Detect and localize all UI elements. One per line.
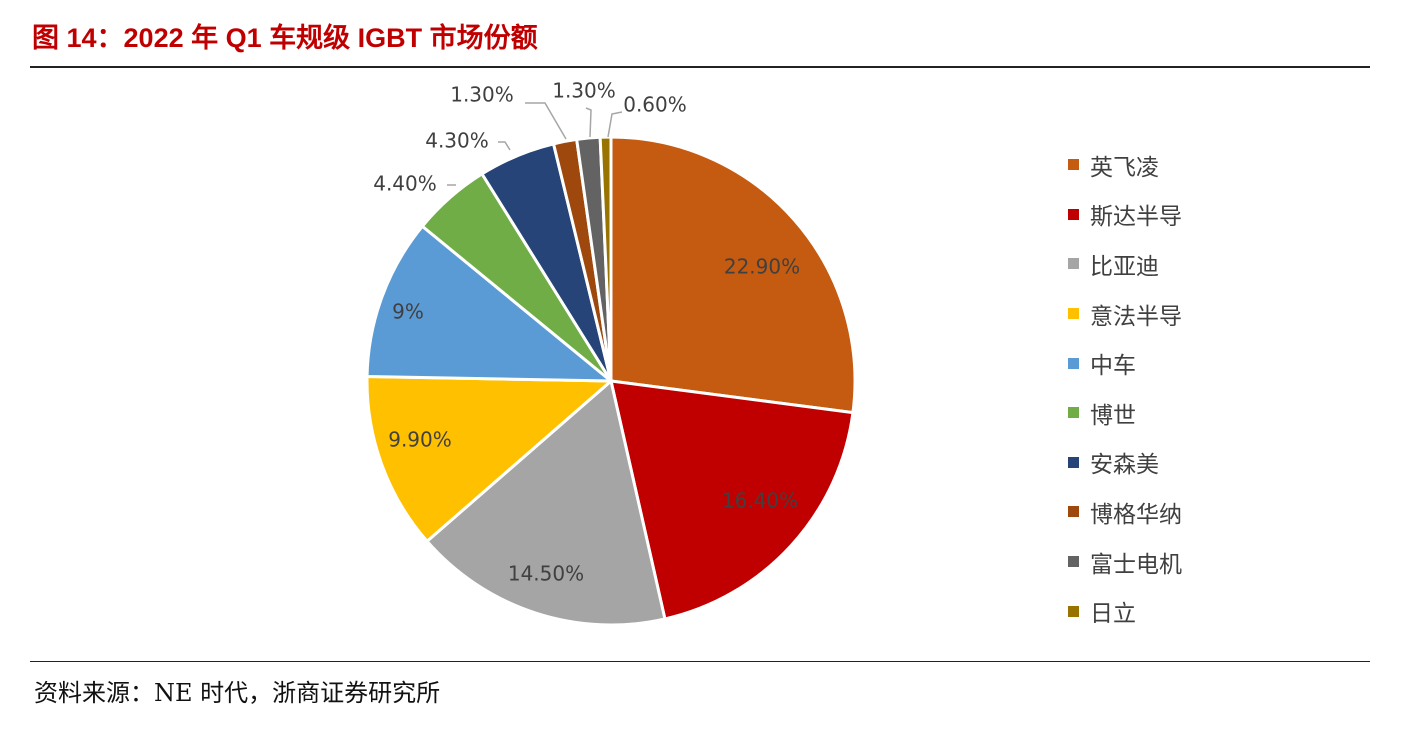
legend-label: 意法半导 xyxy=(1090,303,1182,330)
legend-label: 博格华纳 xyxy=(1090,501,1182,528)
pie-slice-4 xyxy=(365,374,613,543)
legend-item-4: 意法半导 xyxy=(1068,289,1182,339)
legend-swatch xyxy=(1068,258,1079,270)
slice-data-label-1: 22.90% xyxy=(724,255,800,279)
leader-line-8 xyxy=(525,102,567,140)
legend-item-7: 安森美 xyxy=(1068,438,1182,488)
slice-data-label-3: 14.50% xyxy=(508,562,584,586)
legend-item-10: 日立 xyxy=(1068,586,1182,636)
legend-label: 博世 xyxy=(1090,402,1136,429)
legend-item-9: 富士电机 xyxy=(1068,537,1182,587)
slice-data-label-9: 1.30% xyxy=(552,79,616,103)
legend-item-3: 比亚迪 xyxy=(1068,239,1182,289)
leader-line-7 xyxy=(498,141,511,151)
chart-legend: 英飞凌斯达半导比亚迪意法半导中车博世安森美博格华纳富士电机日立 xyxy=(1068,140,1182,636)
legend-label: 富士电机 xyxy=(1090,551,1182,578)
pie-slice-3 xyxy=(425,379,667,627)
leader-line-10 xyxy=(607,111,623,138)
legend-label: 比亚迪 xyxy=(1090,253,1159,280)
legend-swatch xyxy=(1068,456,1079,468)
legend-item-1: 英飞凌 xyxy=(1068,140,1182,190)
slice-data-label-8: 1.30% xyxy=(450,83,514,107)
legend-label: 日立 xyxy=(1090,601,1136,628)
legend-label: 安森美 xyxy=(1090,452,1159,479)
slice-data-label-4: 9.90% xyxy=(388,428,452,452)
legend-swatch xyxy=(1068,407,1079,419)
legend-item-6: 博世 xyxy=(1068,388,1182,438)
source-divider xyxy=(30,661,1370,662)
legend-item-2: 斯达半导 xyxy=(1068,190,1182,240)
pie-slice-1 xyxy=(609,135,857,415)
figure-title: 图 14：2022 年 Q1 车规级 IGBT 市场份额 xyxy=(32,23,538,53)
legend-label: 英飞凌 xyxy=(1090,154,1159,181)
legend-label: 中车 xyxy=(1090,353,1136,380)
legend-swatch xyxy=(1068,308,1079,320)
slice-data-label-2: 16.40% xyxy=(722,489,798,513)
pie-slice-5 xyxy=(365,224,613,383)
legend-swatch xyxy=(1068,208,1079,220)
legend-swatch xyxy=(1068,605,1079,617)
leader-line-9 xyxy=(585,107,592,138)
source-note: 资料来源：NE 时代，浙商证券研究所 xyxy=(34,679,441,707)
slice-data-label-10: 0.60% xyxy=(623,93,687,117)
slice-data-label-5: 9% xyxy=(392,300,424,324)
title-divider xyxy=(30,66,1370,68)
legend-label: 斯达半导 xyxy=(1090,204,1182,231)
legend-swatch xyxy=(1068,159,1079,171)
pie-slice-2 xyxy=(609,379,855,621)
slice-data-label-6: 4.40% xyxy=(373,172,437,196)
legend-item-5: 中车 xyxy=(1068,338,1182,388)
legend-swatch xyxy=(1068,556,1079,568)
legend-item-8: 博格华纳 xyxy=(1068,487,1182,537)
slice-data-label-7: 4.30% xyxy=(425,129,489,153)
legend-swatch xyxy=(1068,506,1079,518)
legend-swatch xyxy=(1068,357,1079,369)
pie-slice-10 xyxy=(598,135,613,383)
